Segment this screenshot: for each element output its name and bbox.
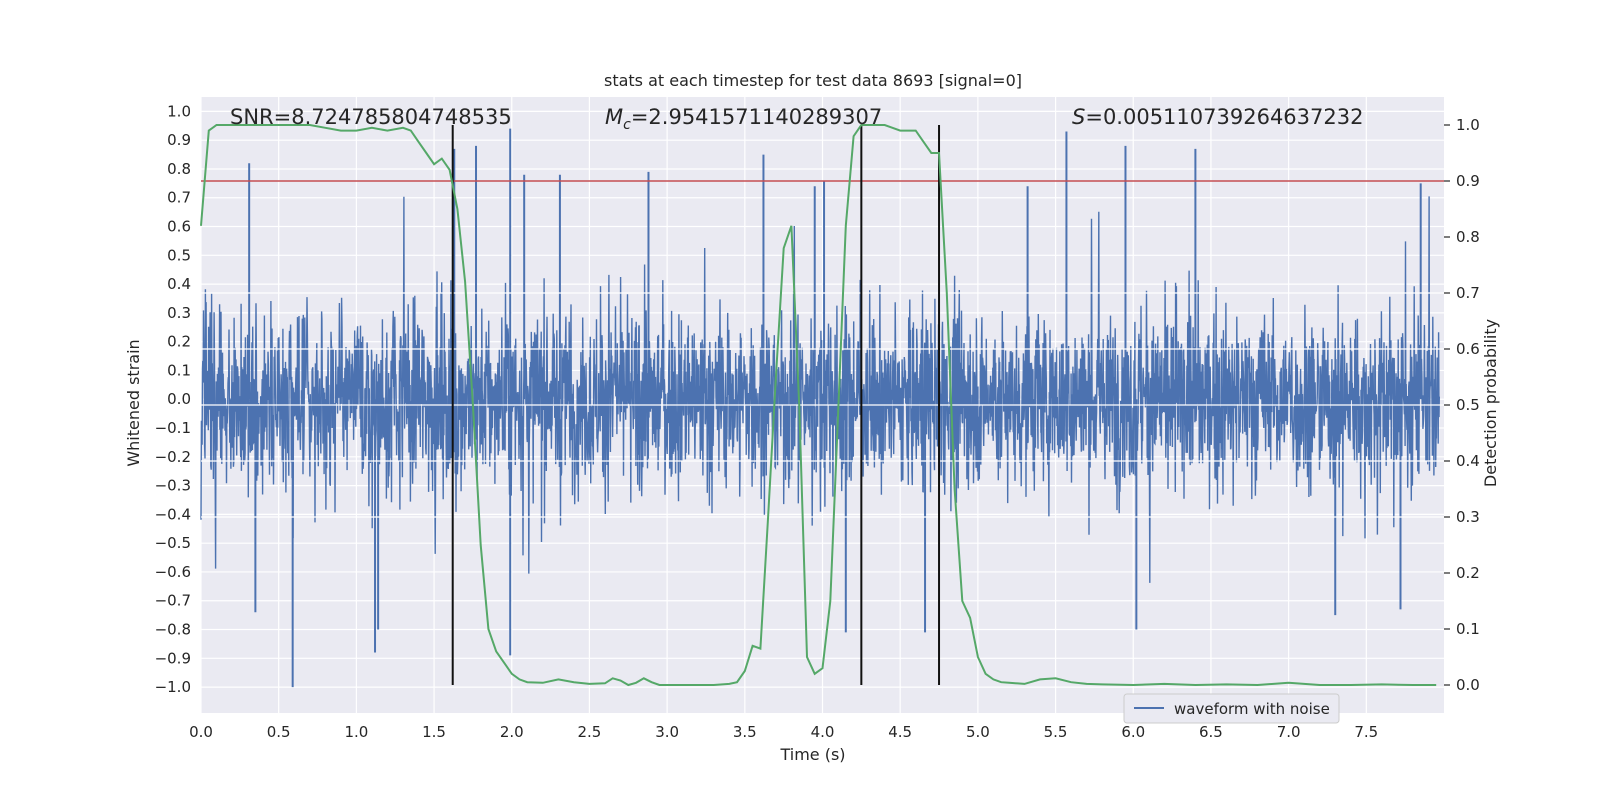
legend-label: waveform with noise: [1174, 700, 1330, 718]
x-tick-label: 4.0: [811, 723, 835, 741]
chart-title: stats at each timestep for test data 869…: [604, 71, 1022, 90]
y-tick-label: −0.9: [155, 649, 191, 667]
y2-tick-label: 0.6: [1456, 340, 1480, 358]
spin-value: =0.005110739264637232: [1085, 105, 1363, 129]
y2-tick-label: 0.1: [1456, 620, 1480, 638]
x-axis-label: Time (s): [779, 745, 845, 764]
y-tick-label: 0.6: [167, 218, 191, 236]
y-tick-labels: 1.0 0.9 0.8 0.7 0.6 0.5 0.4 0.3 0.2 0.1 0.0 −0.1 −0.…: [155, 102, 191, 696]
y2-tick-label: 0.5: [1456, 396, 1480, 414]
y-tick-label: 0.9: [167, 131, 191, 149]
y2-tick-label: 0.7: [1456, 284, 1480, 302]
y2-axis-label: Detection probability: [1481, 319, 1500, 487]
y2-tick-label: 0.8: [1456, 228, 1480, 246]
x-tick-label: 5.0: [966, 723, 990, 741]
y2-tick-label: 0.9: [1456, 172, 1480, 190]
y2-tick-labels: 1.0 0.9 0.8 0.7 0.6 0.5 0.4 0.3 0.2 0.1 0.0: [1444, 116, 1480, 694]
legend-box: [1123, 693, 1340, 724]
y-tick-label: 0.2: [167, 333, 191, 351]
x-tick-label: 2.0: [500, 723, 524, 741]
x-tick-label: 4.5: [888, 723, 912, 741]
y-tick-label: −0.8: [155, 621, 191, 639]
x-tick-label: 5.5: [1044, 723, 1068, 741]
x-tick-label: 2.5: [578, 723, 602, 741]
x-tick-label: 0.5: [267, 723, 291, 741]
y-axis-label: Whitened strain: [124, 339, 143, 466]
y-tick-label: −0.6: [155, 563, 191, 581]
y-tick-label: 0.5: [167, 246, 191, 264]
x-tick-label: 1.0: [344, 723, 368, 741]
x-tick-label: 7.5: [1354, 723, 1378, 741]
y-tick-label: 0.0: [167, 390, 191, 408]
x-tick-label: 0.0: [189, 723, 213, 741]
legend: waveform with noise: [1123, 693, 1340, 724]
y-tick-label: −1.0: [155, 678, 191, 696]
detection-probability-series: [200, 124, 1437, 687]
x-tick-label: 6.5: [1199, 723, 1223, 741]
chirp-mass-annotation: Mc=2.9541571140289307: [605, 105, 882, 133]
y-tick-label: −0.3: [155, 477, 191, 495]
y-tick-label: −0.7: [155, 592, 191, 610]
chirp-mass-subscript: c: [623, 117, 631, 133]
vertical-markers: [451, 125, 941, 685]
y-tick-label: −0.2: [155, 448, 191, 466]
y-tick-label: 0.7: [167, 189, 191, 207]
y-tick-label: −0.1: [155, 419, 191, 437]
y-tick-label: −0.5: [155, 534, 191, 552]
y-tick-label: 1.0: [167, 102, 191, 120]
y2-tick-label: 0.2: [1456, 564, 1480, 582]
grid-lines-overlay: [201, 292, 1444, 518]
y2-tick-label: 0.4: [1456, 452, 1480, 470]
x-tick-labels: 0.0 0.5 1.0 1.5 2.0 2.5 3.0 3.5 4.0 4.5 5.0 5.5 6.0 6…: [189, 723, 1378, 741]
x-tick-label: 6.0: [1121, 723, 1145, 741]
y-tick-label: −0.4: [155, 505, 191, 523]
x-tick-label: 7.0: [1277, 723, 1301, 741]
y-tick-label: 0.4: [167, 275, 191, 293]
x-tick-label: 1.5: [422, 723, 446, 741]
chirp-mass-value: =2.9541571140289307: [631, 105, 882, 129]
waveform-noise-series: [200, 196, 1440, 583]
snr-annotation: SNR=8.724785804748535: [230, 105, 512, 129]
y2-tick-label: 1.0: [1456, 116, 1480, 134]
x-tick-label: 3.0: [655, 723, 679, 741]
x-tick-label: 3.5: [733, 723, 757, 741]
y-tick-label: 0.1: [167, 361, 191, 379]
y2-tick-label: 0.0: [1456, 676, 1480, 694]
spin-annotation: S=0.005110739264637232: [1072, 105, 1363, 129]
chirp-mass-symbol: M: [605, 105, 623, 129]
y2-tick-label: 0.3: [1456, 508, 1480, 526]
y-tick-label: 0.8: [167, 160, 191, 178]
y-tick-label: 0.3: [167, 304, 191, 322]
spin-symbol: S: [1072, 105, 1085, 129]
